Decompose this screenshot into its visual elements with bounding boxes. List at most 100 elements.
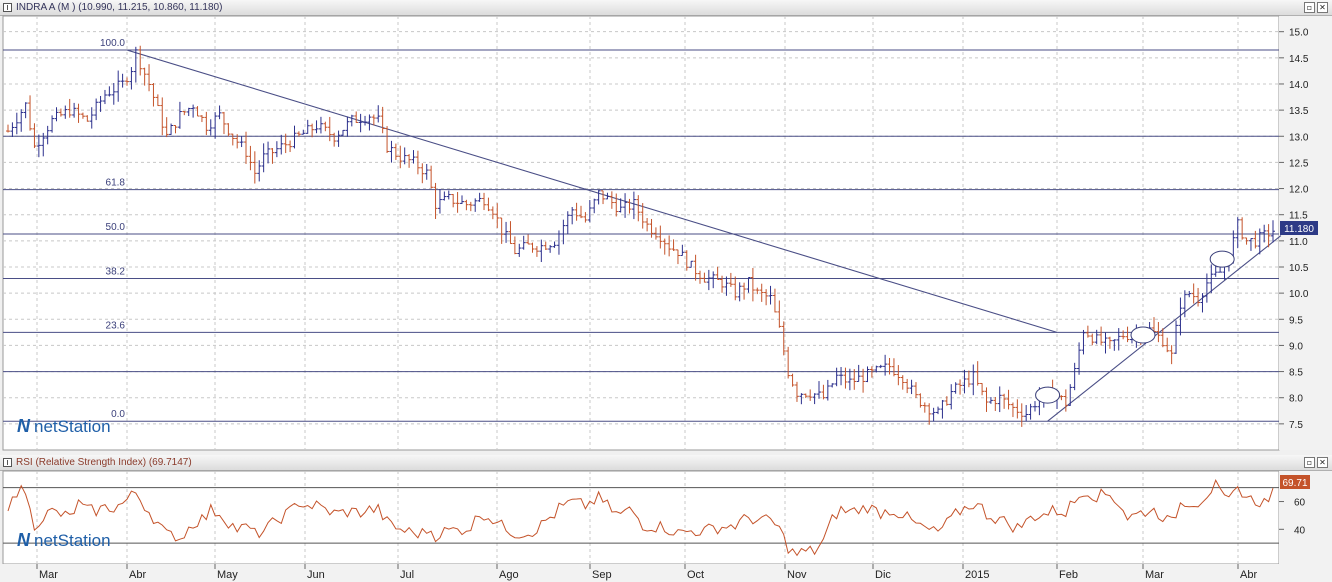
ohlc-bar [1253,230,1258,249]
ohlc-bar [733,276,738,301]
restore-icon[interactable]: ▫ [1304,2,1315,13]
ohlc-bar [874,365,879,373]
ohlc-bar [235,134,240,149]
ohlc-bar [1010,402,1015,418]
ohlc-bar [689,260,694,268]
ohlc-bar [221,111,226,135]
ohlc-bar [371,114,376,126]
ohlc-bar [1103,332,1108,354]
ohlc-bar [764,289,769,306]
x-tick-label: Sep [592,569,612,581]
ohlc-bar [1196,287,1201,307]
ohlc-bar [984,387,989,412]
ohlc-bar [812,393,817,405]
x-tick-label: Mar [39,569,58,581]
rsi-plot-area [2,470,1280,565]
y-tick-label: 14.0 [1289,80,1309,91]
ohlc-bar [1116,328,1121,351]
trendline [1047,235,1282,422]
rsi-close-icon[interactable]: ✕ [1317,457,1328,468]
ohlc-bar [468,201,473,212]
ohlc-bar [698,270,703,284]
ohlc-bar [543,241,548,250]
trendline-layer [126,49,1282,422]
ellipse-marker [1035,386,1061,404]
ohlc-bar [1107,336,1112,349]
fib-label: 50.0 [106,222,126,233]
x-tick-label: May [217,569,238,581]
ohlc-bar [1187,290,1192,298]
ohlc-bar [1160,328,1165,348]
y-tick-label: 12.0 [1289,185,1309,196]
ohlc-bar [658,225,663,249]
ohlc-bar [1248,238,1253,251]
fib-label: 23.6 [106,320,126,331]
ohlc-bar [340,129,345,136]
time-axis-strip [0,564,1332,582]
ohlc-bar [865,366,870,383]
chart-icon[interactable] [3,3,12,12]
ohlc-bar [649,218,654,238]
last-price-tag: 11.180 [1280,221,1318,235]
ellipse-marker [1130,326,1156,344]
ohlc-bar [724,276,729,296]
y-tick-label: 15.0 [1289,28,1309,39]
ohlc-bar [821,384,826,400]
ohlc-bar [138,45,143,76]
ohlc-bar [336,130,341,147]
fib-label: 0.0 [111,409,125,420]
y-tick-label: 9.5 [1289,315,1303,326]
ohlc-bar [367,114,372,131]
ohlc-bar [54,107,59,122]
x-tick-label: Dic [875,569,891,581]
x-tick-label: Jul [400,569,414,581]
x-tick-label: 2015 [965,569,989,581]
indicator-icon[interactable] [3,458,12,467]
ohlc-bar [19,109,24,132]
close-icon[interactable]: ✕ [1317,2,1328,13]
ohlc-bar [473,198,478,212]
ohlc-bar [1200,293,1205,313]
x-tick-label: Nov [787,569,807,581]
ohlc-bar [305,119,310,134]
ohlc-bar [266,141,271,164]
ohlc-bar [517,243,522,257]
rsi-y-tick-label: 60 [1294,498,1306,509]
ohlc-bar [618,198,623,213]
ohlc-bar [283,133,288,154]
ohlc-bar [442,191,447,201]
ohlc-bar [50,115,55,133]
ohlc-bar [755,287,760,295]
ohlc-bar [455,192,460,213]
y-tick-label: 7.5 [1289,420,1303,431]
netstation-logo-rsi: N netStation [17,530,111,550]
ohlc-bar [583,212,588,223]
ohlc-bar [279,134,284,155]
ohlc-bar [1063,389,1068,412]
x-tick-label: Mar [1145,569,1164,581]
ohlc-bar [570,206,575,225]
ohlc-bar [596,190,601,205]
ohlc-bar [257,160,262,182]
y-tick-label: 11.0 [1289,237,1308,248]
ohlc-bar [437,188,442,214]
ohlc-bar [936,406,941,415]
ohlc-bar [1015,399,1020,419]
ohlc-bar [160,97,165,136]
ohlc-bar [909,379,914,395]
fib-label: 61.8 [106,178,126,189]
ohlc-bar [839,367,844,386]
ohlc-bar [296,131,301,137]
ohlc-bar [887,357,892,375]
ohlc-bar [36,134,41,158]
ohlc-bar [186,107,191,117]
ellipse-marker-layer [1035,250,1235,404]
ohlc-bar [944,396,949,406]
rsi-value-tag: 69.71 [1280,475,1310,489]
ohlc-bar [41,132,46,157]
rsi-restore-icon[interactable]: ▫ [1304,457,1315,468]
y-tick-label: 10.0 [1289,289,1309,300]
ohlc-bar [28,95,33,131]
